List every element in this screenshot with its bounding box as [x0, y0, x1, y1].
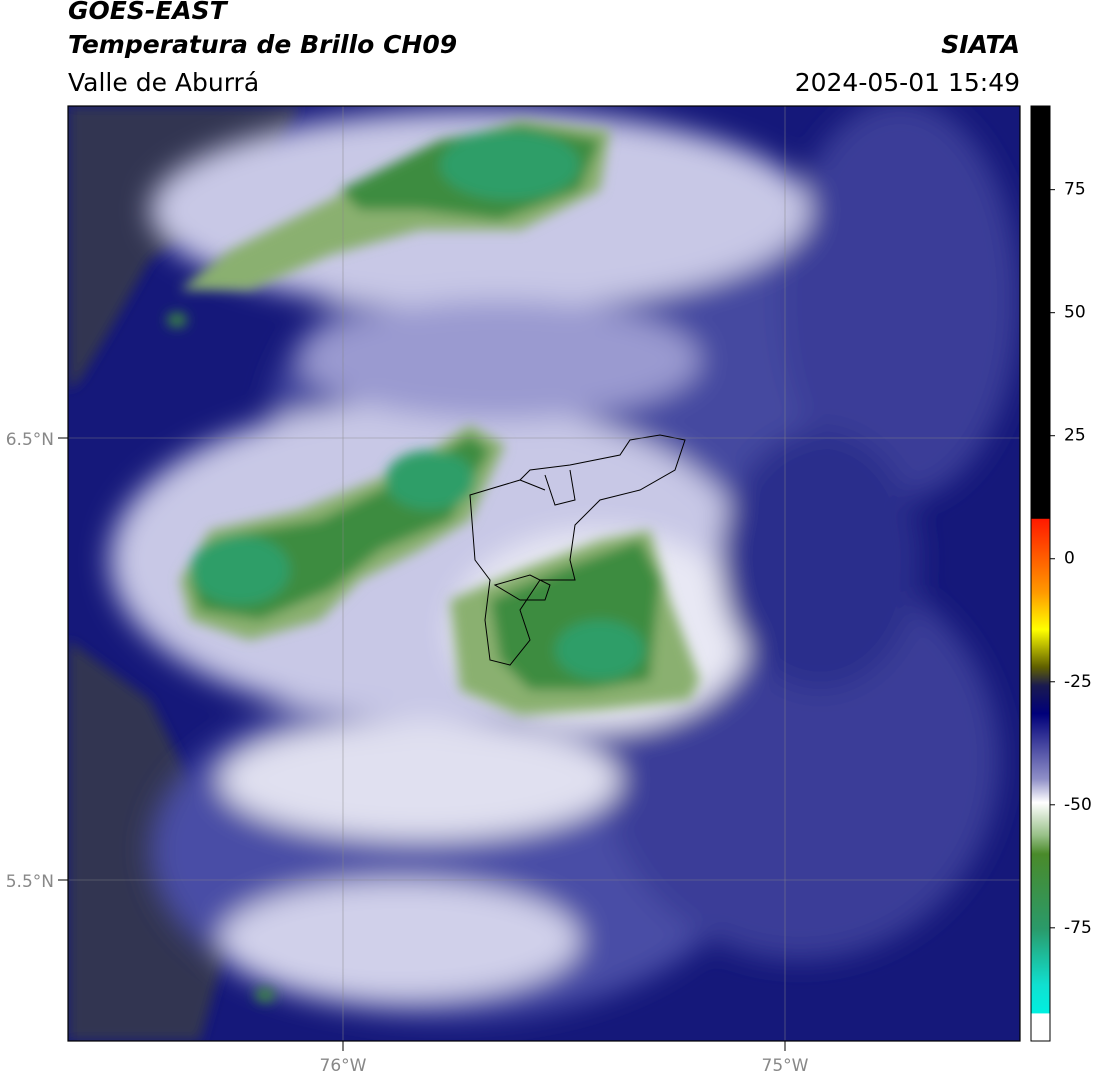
graticule [68, 106, 1020, 1041]
colorbar-tick-label: 25 [1064, 426, 1086, 446]
agency: SIATA [941, 30, 1020, 59]
colorbar-tick-label: -50 [1064, 795, 1092, 815]
satellite-image [68, 106, 1020, 1041]
title: GOES-EAST [68, 0, 229, 25]
map-frame [67, 105, 1021, 1042]
datetime: 2024-05-01 15:49 [795, 68, 1020, 97]
lat-label: 6.5°N [6, 430, 54, 450]
colorbar-tick-label: -75 [1064, 918, 1092, 938]
lat-label: 5.5°N [6, 872, 54, 892]
colorbar-tick-label: -25 [1064, 672, 1092, 692]
colorbar-tick-label: 50 [1064, 303, 1086, 323]
colorbar-tick-label: 75 [1064, 180, 1086, 200]
region: Valle de Aburrá [68, 68, 259, 97]
lon-label: 76°W [320, 1056, 367, 1076]
lon-label: 75°W [762, 1056, 809, 1076]
municipal-boundaries [469, 434, 686, 666]
subtitle: Temperatura de Brillo CH09 [68, 30, 457, 59]
colorbar [1030, 105, 1051, 1042]
colorbar-tick-label: 0 [1064, 549, 1075, 569]
